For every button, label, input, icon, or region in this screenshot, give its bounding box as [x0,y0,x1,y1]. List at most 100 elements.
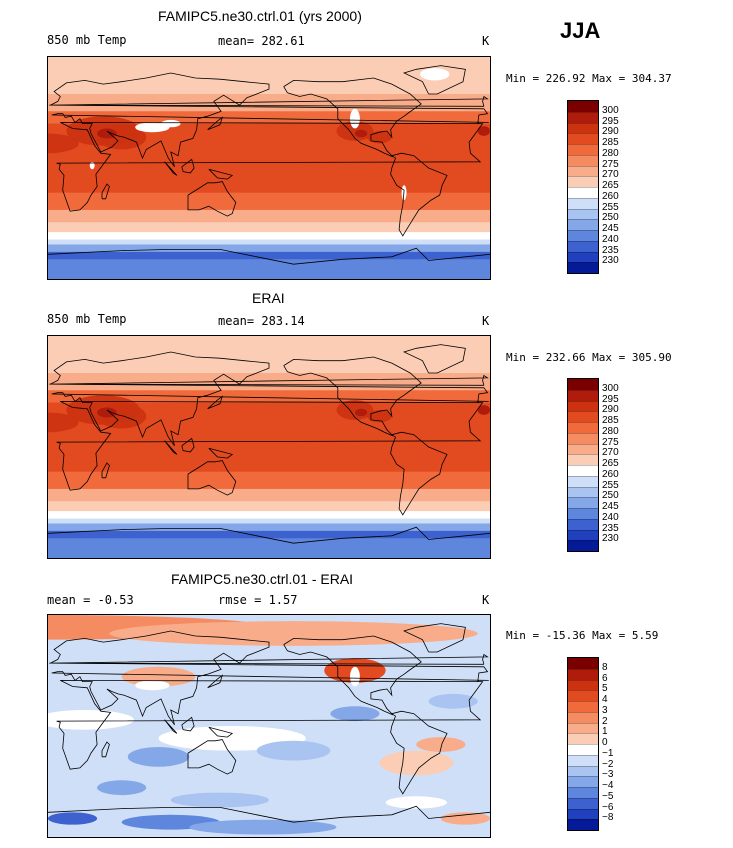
field-band [48,466,490,470]
panel-3-units: K [482,593,490,607]
field-band [48,454,490,458]
panel-3-map [47,614,491,838]
colorbar-swatch [568,411,598,422]
field-band [48,449,490,453]
difference-blob [121,666,196,687]
field-band [48,254,490,258]
field-band [48,390,490,394]
field-band [48,385,490,389]
field-band [48,338,490,342]
field-band [48,405,490,409]
coastline [207,395,224,410]
colorbar-tick-label: 295 [602,115,619,127]
colorbar-tick-label: −1 [602,747,614,759]
missing-data-patch [135,122,170,133]
panel-1-mean: mean= 282.61 [218,34,305,48]
field-band [48,461,490,465]
field-band [48,244,490,248]
field-band [48,212,490,216]
field-band [48,165,490,169]
field-band [48,550,490,554]
field-band [48,237,490,241]
field-band [48,79,490,83]
colorbar-swatch [568,422,598,433]
field-band [48,256,490,260]
colorbar-swatch [568,808,598,820]
colorbar-swatch [568,187,598,198]
field-band [48,548,490,552]
field-band [48,397,490,401]
field-band [48,535,490,539]
panel-3-colorbar [567,657,599,831]
colorbar-tick-label: −4 [602,780,614,791]
colorbar-swatch [568,454,598,465]
field-band [48,155,490,159]
field-band [48,429,490,433]
field-band [48,113,490,117]
field-band [48,207,490,211]
field-band [48,209,490,213]
field-band [48,111,490,115]
field-band [48,200,490,204]
hot-spot [477,405,490,415]
colorbar-tick-label: 300 [602,104,619,116]
field-band [48,488,490,492]
field-band [48,340,490,344]
field-band [48,269,490,273]
field-band [48,264,490,268]
panel-3-title: FAMIPC5.ne30.ctrl.01 - ERAI [171,571,354,587]
field-band [48,491,490,495]
field-band [48,172,490,176]
field-band [48,533,490,537]
field-band [48,153,490,157]
field-band [48,432,490,436]
field-band [48,348,490,352]
coastline [49,653,489,665]
colorbar-swatch [568,122,598,134]
field-band [48,528,490,532]
season-label: JJA [560,18,601,43]
field-band [48,503,490,507]
field-band [48,81,490,85]
field-band [48,182,490,186]
field-band [48,414,490,418]
field-band [48,442,490,446]
difference-blob [416,737,466,752]
field-band [48,205,490,208]
coastline [56,122,484,212]
field-band [48,484,490,487]
colorbar-swatch [568,518,598,530]
colorbar-swatch [568,744,598,755]
colorbar-swatch [568,486,598,498]
coastline [208,447,234,459]
colorbar-swatch [568,219,598,230]
colorbar-swatch [568,508,598,519]
colorbar-tick-label: 230 [602,533,619,545]
difference-blob [256,740,331,761]
panel-2-units: K [482,314,490,328]
coastline [101,183,110,200]
colorbar-swatch [568,465,598,476]
field-band [48,476,490,480]
field-band [48,158,490,162]
field-band [48,118,490,122]
colorbar-swatch [568,165,598,177]
coastline [101,741,110,758]
hot-spot [354,408,368,417]
field-band [48,525,490,529]
coastline [402,344,466,374]
field-band [48,350,490,354]
field-band [48,377,490,381]
colorbar-tick-label: −6 [602,801,614,813]
coastline [56,680,484,770]
field-band [48,355,490,359]
coastline [164,719,178,734]
colorbar-tick-label: −3 [602,769,614,781]
coastline [164,440,178,455]
colorbar-swatch [568,754,598,766]
colorbar-swatch [568,400,598,412]
field-band [48,392,490,396]
coastline [283,356,422,437]
coastline [48,526,490,544]
colorbar-swatch [568,111,598,123]
